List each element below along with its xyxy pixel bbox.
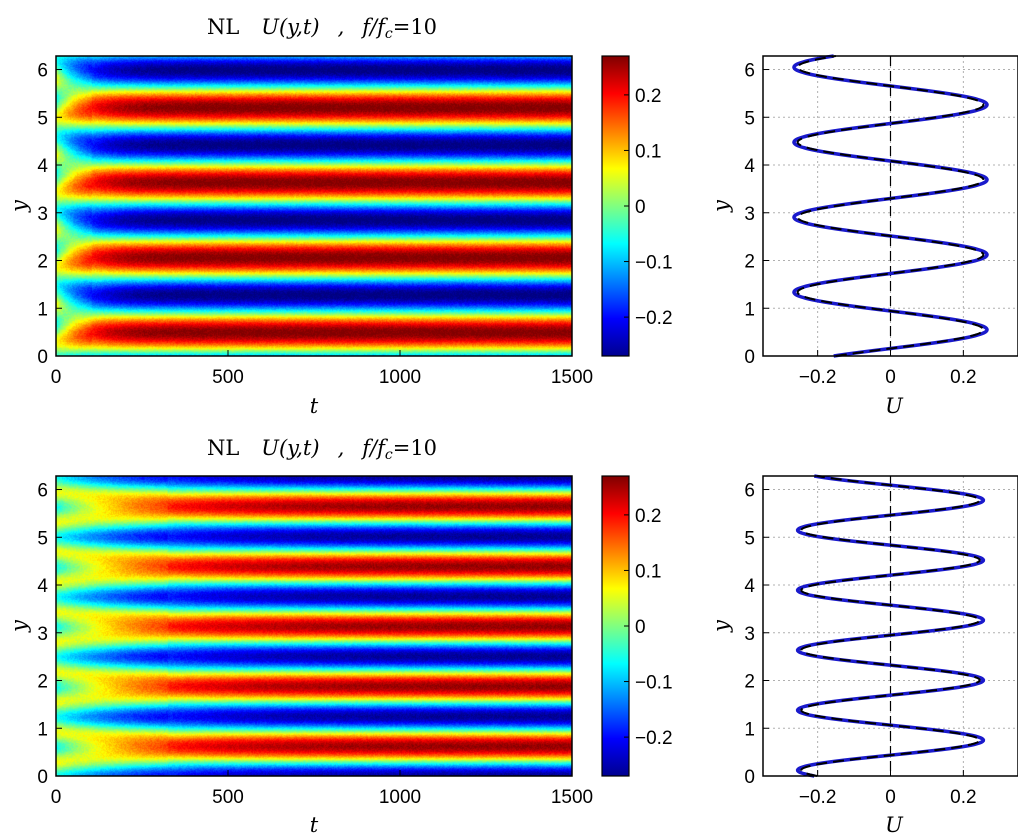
profile-line-dashed	[800, 475, 981, 777]
axis-ticks-bottom-heatmap: 0 500 1000 1500 0 1 2 3 4 5 6	[37, 481, 593, 808]
colorbar-tick-label: −0.2	[635, 308, 673, 329]
y-tick-label: 5	[744, 108, 755, 129]
title-separator: ,	[338, 436, 345, 460]
heatmap-panel-bottom: NL U(y,t), f/fc=10 0 500 1000 1500 0 1 2 3 4 5 6 t y	[7, 436, 593, 837]
x-tick-label: −0.2	[799, 787, 837, 808]
title-value: =10	[393, 436, 437, 460]
colorbar-ticks: 0.2 0.1 0 −0.1 −0.2	[624, 506, 673, 749]
title-value: =10	[393, 15, 437, 39]
y-tick-label: 3	[37, 204, 48, 225]
x-tick-label: 1500	[551, 367, 593, 388]
x-tick-label: 0	[51, 787, 62, 808]
colorbar-tick-label: 0.2	[635, 86, 661, 107]
y-tick-label: 3	[744, 624, 755, 645]
y-tick-label: 4	[744, 156, 755, 177]
heatmap-title-bottom: NL U(y,t), f/fc=10	[207, 436, 437, 463]
y-tick-label: 1	[744, 719, 755, 740]
y-axis-label: y	[709, 619, 733, 633]
profile-lines	[792, 54, 989, 358]
heatmap-title-top: NL U(y,t), f/fc=10	[207, 15, 437, 42]
x-tick-label: 0.2	[950, 787, 976, 808]
y-tick-label: 5	[37, 108, 48, 129]
colorbar-tick-label: 0.1	[635, 561, 661, 582]
axis-ticks-top-heatmap: 0 500 1000 1500 0 1 2 3 4 5 6	[37, 61, 593, 388]
x-tick-label: 1000	[379, 787, 421, 808]
y-tick-label: 5	[744, 528, 755, 549]
colorbar-tick-label: 0.1	[635, 141, 661, 162]
y-tick-label: 1	[37, 299, 48, 320]
y-tick-label: 2	[37, 672, 48, 693]
x-tick-label: 0	[885, 787, 896, 808]
colorbar-bottom: 0.2 0.1 0 −0.1 −0.2	[601, 475, 673, 777]
y-tick-label: 6	[37, 61, 48, 82]
y-tick-label: 1	[37, 719, 48, 740]
y-tick-label: 2	[744, 252, 755, 273]
title-prefix: NL	[207, 436, 239, 460]
y-tick-label: 0	[37, 767, 48, 788]
y-tick-label: 6	[37, 481, 48, 502]
profile-line-dashed	[796, 55, 985, 357]
profile-panel-bottom: −0.2 0 0.2 0 1 2 3 4 5 6 U y	[709, 474, 1018, 837]
x-tick-label: 0.2	[950, 367, 976, 388]
axis-ticks-top-profile: −0.2 0 0.2 0 1 2 3 4 5 6	[744, 61, 976, 388]
title-param-sub: c	[385, 447, 393, 463]
title-main: U(y,t)	[261, 436, 319, 460]
profile-panel-top: −0.2 0 0.2 0 1 2 3 4 5 6 U y	[709, 54, 1018, 418]
colorbar-tick-label: −0.1	[635, 673, 673, 694]
grid-lines	[763, 56, 1018, 357]
x-tick-label: 1500	[551, 787, 593, 808]
colorbar-tick-label: 0	[635, 197, 646, 218]
y-tick-label: 0	[37, 347, 48, 368]
y-tick-label: 6	[744, 481, 755, 502]
colorbar-tick-label: 0.2	[635, 506, 661, 527]
y-tick-label: 2	[37, 252, 48, 273]
x-axis-label: t	[310, 394, 319, 418]
y-tick-label: 5	[37, 528, 48, 549]
plot-frame	[55, 55, 573, 357]
colorbar-tick-label: −0.2	[635, 728, 673, 749]
x-tick-label: 500	[212, 367, 244, 388]
x-axis-label: U	[885, 394, 904, 418]
x-tick-label: 1000	[379, 367, 421, 388]
y-tick-label: 4	[37, 156, 48, 177]
title-separator: ,	[338, 15, 345, 39]
x-tick-label: 500	[212, 787, 244, 808]
x-tick-label: 0	[885, 367, 896, 388]
y-axis-label: y	[709, 199, 733, 213]
heatmap-image-bottom	[56, 476, 572, 776]
title-param: f/f	[360, 436, 388, 460]
profile-lines	[795, 474, 986, 778]
colorbar-ticks: 0.2 0.1 0 −0.1 −0.2	[624, 86, 673, 329]
x-tick-label: −0.2	[799, 367, 837, 388]
y-tick-label: 4	[744, 576, 755, 597]
title-param-sub: c	[385, 26, 393, 42]
heatmap-image-top	[56, 56, 572, 356]
y-tick-label: 1	[744, 299, 755, 320]
plot-frame	[55, 475, 573, 777]
y-axis-label: y	[7, 199, 31, 213]
y-tick-label: 3	[37, 624, 48, 645]
colorbar-tick-label: −0.1	[635, 253, 673, 274]
colorbar-tick-label: 0	[635, 617, 646, 638]
y-tick-label: 4	[37, 576, 48, 597]
y-tick-label: 6	[744, 61, 755, 82]
x-tick-label: 0	[51, 367, 62, 388]
y-axis-label: y	[7, 619, 31, 633]
y-tick-label: 2	[744, 672, 755, 693]
y-tick-label: 3	[744, 204, 755, 225]
y-tick-label: 0	[744, 347, 755, 368]
title-main: U(y,t)	[261, 15, 319, 39]
axis-ticks-bottom-profile: −0.2 0 0.2 0 1 2 3 4 5 6	[744, 481, 976, 808]
x-axis-label: t	[310, 813, 319, 837]
colorbar-top: 0.2 0.1 0 −0.1 −0.2	[601, 55, 673, 357]
title-prefix: NL	[207, 15, 239, 39]
title-param: f/f	[360, 15, 388, 39]
x-axis-label: U	[885, 813, 904, 837]
y-tick-label: 0	[744, 767, 755, 788]
heatmap-panel-top: NL U(y,t), f/fc=10 0 500 1000 1500 0 1 2 3 4 5 6 t y	[7, 15, 593, 418]
